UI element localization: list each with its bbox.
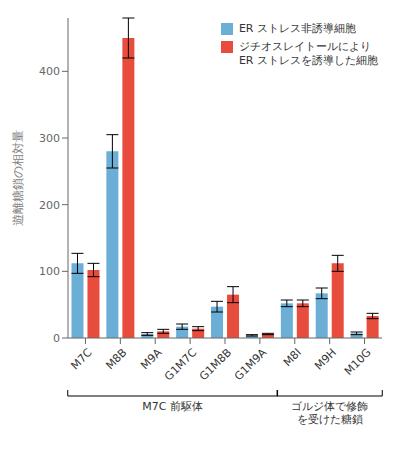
svg-text:M9H: M9H xyxy=(312,346,339,373)
svg-text:M8B: M8B xyxy=(103,346,129,372)
svg-text:G1M9A: G1M9A xyxy=(232,346,269,383)
svg-text:M10G: M10G xyxy=(342,346,374,378)
svg-text:ゴルジ体で修飾を受けた糖鎖: ゴルジ体で修飾を受けた糖鎖 xyxy=(291,400,368,426)
svg-text:200: 200 xyxy=(39,199,60,212)
svg-text:M9A: M9A xyxy=(138,346,165,373)
svg-text:M7C: M7C xyxy=(68,346,95,373)
svg-text:300: 300 xyxy=(39,132,60,145)
svg-text:M7C 前駆体: M7C 前駆体 xyxy=(142,400,203,413)
svg-text:400: 400 xyxy=(39,65,60,78)
svg-text:M8I: M8I xyxy=(281,346,304,369)
svg-text:G1M7C: G1M7C xyxy=(162,346,199,383)
html-text:ER ストレス非誘導細胞: ER ストレス非誘導細胞 xyxy=(238,22,356,35)
html-text:ER ストレスを誘導した細胞: ER ストレスを誘導した細胞 xyxy=(238,54,378,67)
html-text:ジチオスレイトールにより: ジチオスレイトールにより xyxy=(238,40,371,53)
svg-text:100: 100 xyxy=(39,265,60,278)
svg-text:遊離糖鎖の相対量: 遊離糖鎖の相対量 xyxy=(11,130,25,226)
svg-text:0: 0 xyxy=(53,332,60,345)
svg-text:G1M8B: G1M8B xyxy=(197,346,234,383)
